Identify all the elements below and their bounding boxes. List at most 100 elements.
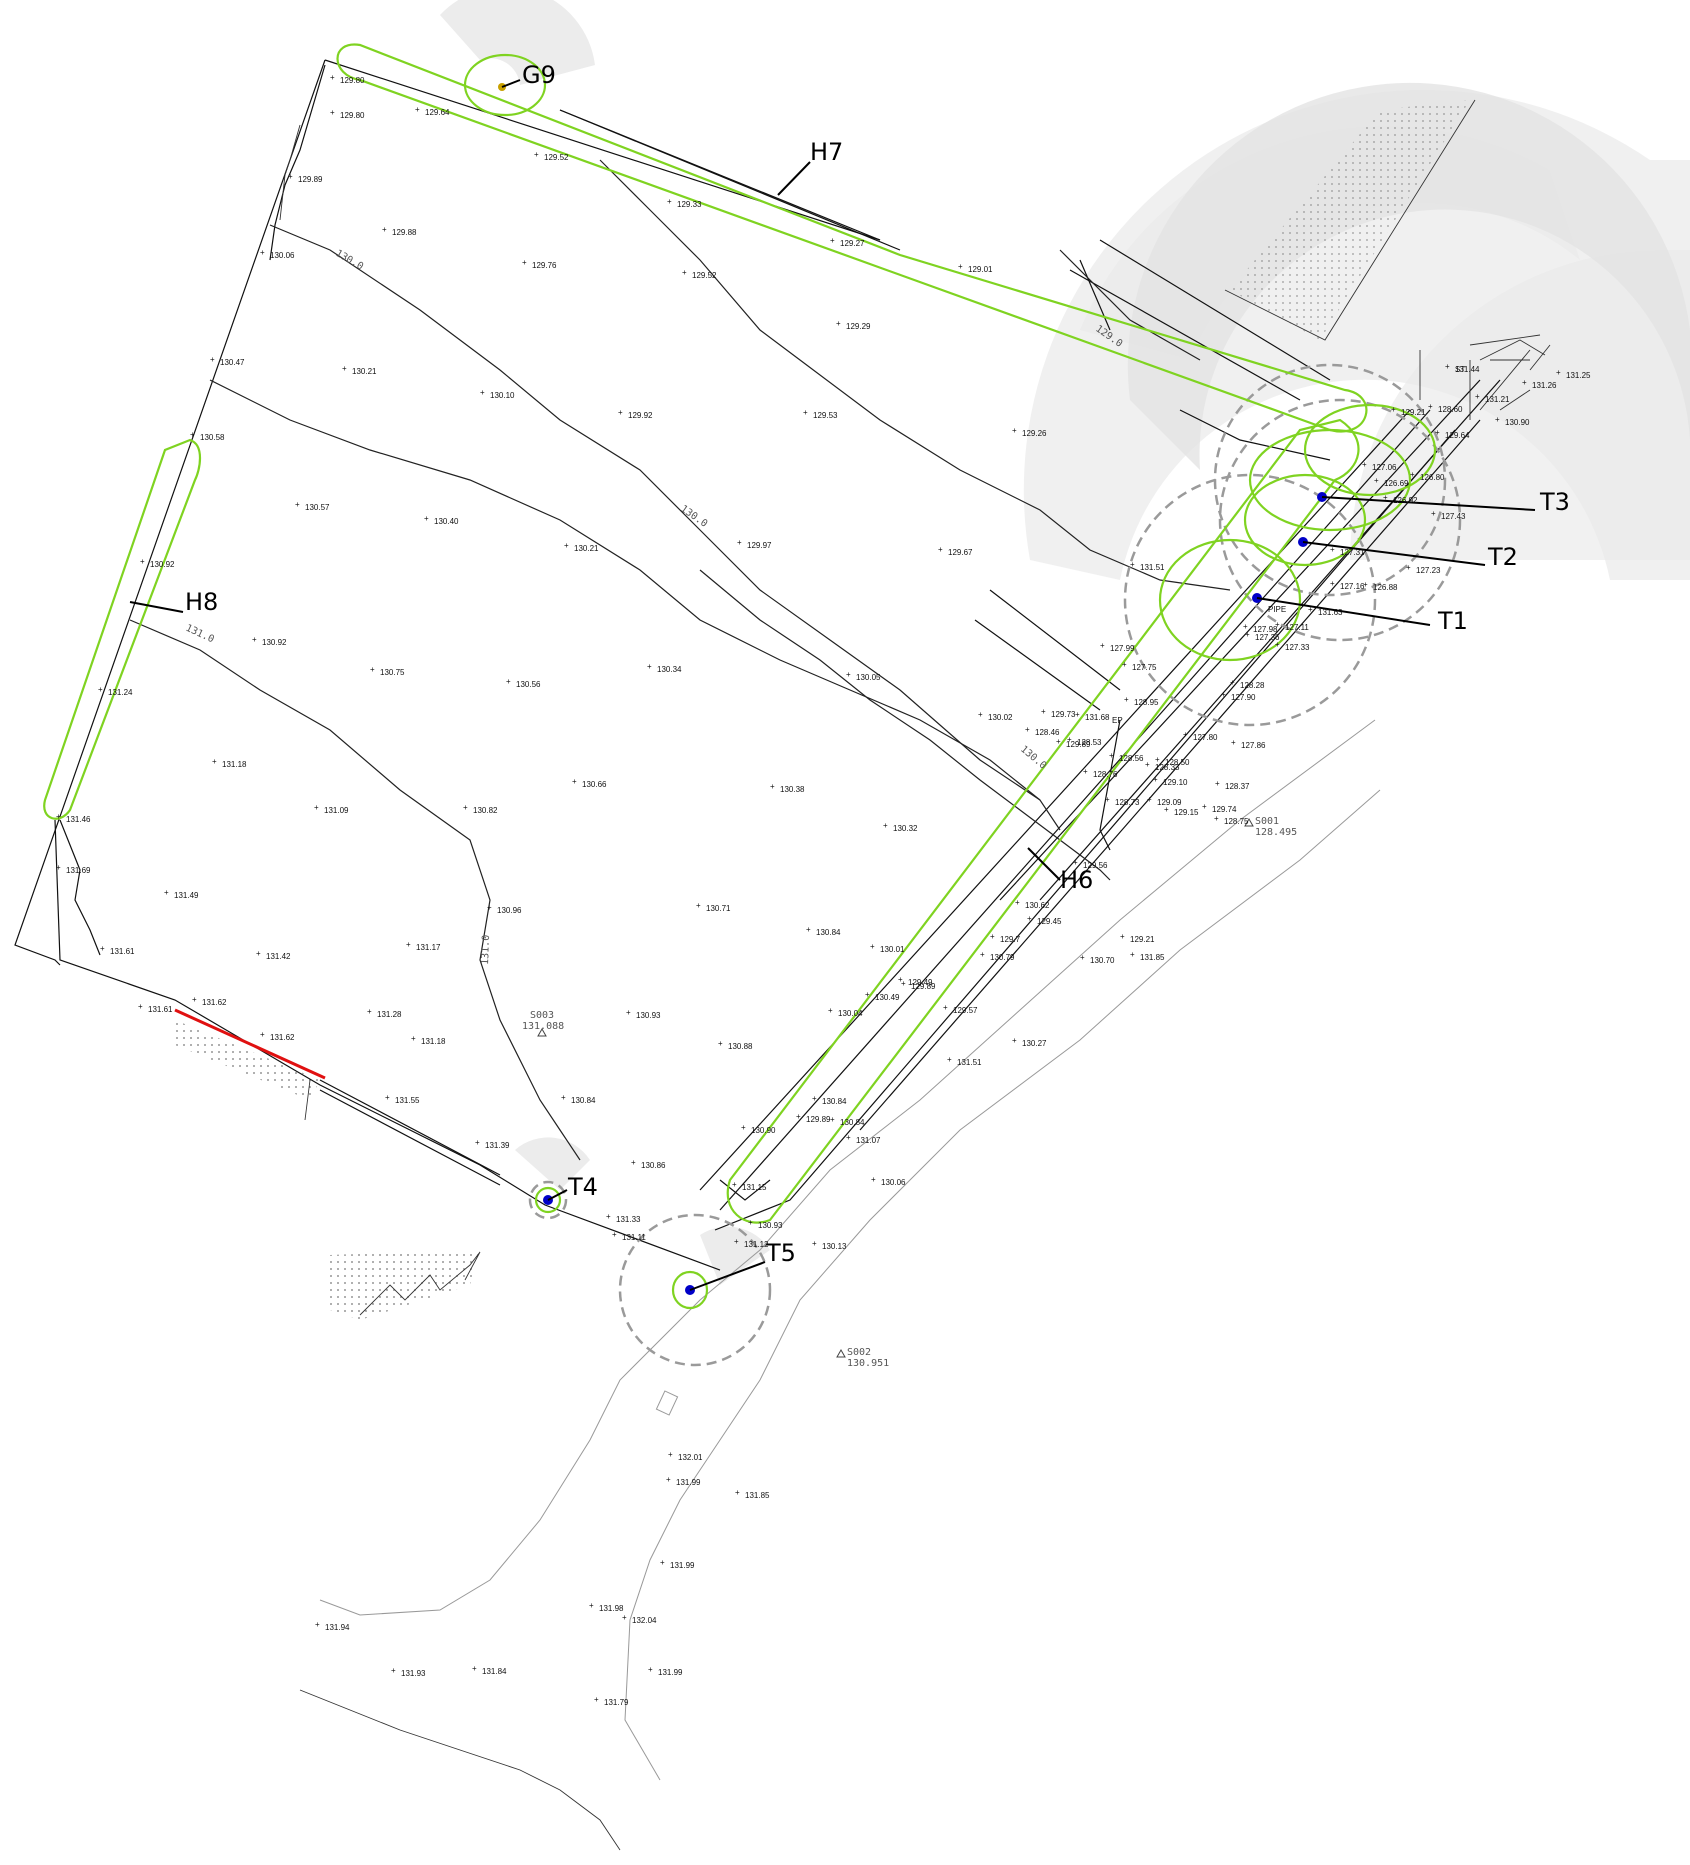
spot-level: 127.43 xyxy=(1441,512,1466,521)
spot-level-marker: + xyxy=(56,812,61,821)
tree-tag-t2: T2 xyxy=(1487,543,1518,571)
spot-level: 130.49 xyxy=(875,993,900,1002)
spot-level-marker: + xyxy=(612,1230,617,1239)
spot-level: 129.80 xyxy=(340,76,365,85)
spot-level-marker: + xyxy=(1475,392,1480,401)
spot-level-marker: + xyxy=(140,557,145,566)
spot-level: 129.89 xyxy=(911,982,936,991)
spot-level-marker: + xyxy=(330,73,335,82)
spot-level-marker: + xyxy=(56,863,61,872)
spot-level-marker: + xyxy=(212,757,217,766)
spot-level-marker: + xyxy=(626,1008,631,1017)
spot-level-marker: + xyxy=(210,355,215,364)
spot-level: 129.73 xyxy=(1051,710,1076,719)
spot-level: 130.66 xyxy=(582,780,607,789)
spot-level: 129.89 xyxy=(298,175,323,184)
spot-level: 128.37 xyxy=(1225,782,1250,791)
spot-level-marker: + xyxy=(682,268,687,277)
spot-level: 126.88 xyxy=(1373,583,1398,592)
spot-level-marker: + xyxy=(938,545,943,554)
spot-level-marker: + xyxy=(472,1664,477,1673)
spot-level-marker: + xyxy=(589,1601,594,1610)
spot-level: 131.15 xyxy=(742,1183,767,1192)
spot-level-marker: + xyxy=(1231,738,1236,747)
spot-level: 127.23 xyxy=(1416,566,1441,575)
spot-level: 130.32 xyxy=(893,824,918,833)
spot-level-marker: + xyxy=(385,1093,390,1102)
spot-level-marker: + xyxy=(252,635,257,644)
spot-level: 129.33 xyxy=(677,200,702,209)
spot-level: 129.88 xyxy=(392,228,417,237)
spot-level-marker: + xyxy=(295,500,300,509)
spot-level: 131.11 xyxy=(622,1233,646,1242)
spot-level-marker: + xyxy=(1100,641,1105,650)
spot-level: 130.86 xyxy=(641,1161,666,1170)
spot-level-marker: + xyxy=(1067,735,1072,744)
spot-level-marker: + xyxy=(631,1158,636,1167)
spot-level: 127.80 xyxy=(1193,733,1218,742)
spot-level-marker: + xyxy=(1410,470,1415,479)
spot-levels: +129.80 + 129.80 + 129.64 + 129.89 + 129.52 + 129.… xyxy=(56,73,1591,1707)
spot-level: 130.01 xyxy=(880,945,905,954)
spot-level-marker: + xyxy=(260,1030,265,1039)
spot-level-marker: + xyxy=(1330,579,1335,588)
survey-stations: S001 128.495 S002 130.951 S003 131.088 xyxy=(522,816,1297,1369)
feature-codes: ST PIPE EP xyxy=(1112,365,1465,725)
spot-level: 127.33 xyxy=(1285,643,1310,652)
spot-level: 130.92 xyxy=(150,560,175,569)
spot-level-marker: + xyxy=(980,950,985,959)
spot-level-marker: + xyxy=(1221,690,1226,699)
spot-level: 130.92 xyxy=(262,638,287,647)
spot-level-marker: + xyxy=(415,105,420,114)
spot-level: 129.21 xyxy=(1401,408,1426,417)
spot-level-marker: + xyxy=(735,1488,740,1497)
feature-code: ST xyxy=(1455,365,1465,374)
spot-level-marker: + xyxy=(1122,660,1127,669)
spot-level-marker: + xyxy=(1406,563,1411,572)
spot-level: 129.45 xyxy=(1037,917,1062,926)
spot-level: 126.80 xyxy=(1420,473,1445,482)
spot-level-marker: + xyxy=(314,803,319,812)
spot-level-marker: + xyxy=(990,932,995,941)
spot-level: 130.58 xyxy=(200,433,225,442)
spot-level-marker: + xyxy=(666,1475,671,1484)
spot-level-marker: + xyxy=(1080,953,1085,962)
spot-level-marker: + xyxy=(1245,630,1250,639)
hatched-areas xyxy=(175,99,1476,1320)
spot-level-marker: + xyxy=(812,1239,817,1248)
spot-level: 130.21 xyxy=(352,367,377,376)
spot-level: 127.99 xyxy=(1110,644,1135,653)
spot-level: 130.84 xyxy=(822,1097,847,1106)
spot-level: 129.64 xyxy=(1445,431,1470,440)
spot-level: 130.04 xyxy=(838,1009,863,1018)
spot-level: 127.90 xyxy=(1231,693,1256,702)
spot-level: 126.69 xyxy=(1384,479,1409,488)
spot-level: 131.94 xyxy=(325,1623,350,1632)
spot-level: 128.95 xyxy=(1134,698,1159,707)
spot-level: 131.49 xyxy=(174,891,199,900)
spot-level: 128.56 xyxy=(1119,754,1144,763)
spot-level-marker: + xyxy=(367,1007,372,1016)
spot-level: 130.93 xyxy=(758,1221,783,1230)
spot-level-marker: + xyxy=(1015,898,1020,907)
spot-level: 128.76 xyxy=(1093,770,1118,779)
spot-level: 131.84 xyxy=(482,1667,507,1676)
spot-level-marker: + xyxy=(943,1003,948,1012)
spot-level: 131.99 xyxy=(676,1478,701,1487)
spot-level-marker: + xyxy=(1383,493,1388,502)
spot-level: 130.90 xyxy=(751,1126,776,1135)
spot-level: 129.92 xyxy=(628,411,653,420)
spot-level-marker: + xyxy=(1155,755,1160,764)
station-level: 131.088 xyxy=(522,1021,564,1032)
spot-level-marker: + xyxy=(342,364,347,373)
spot-level: 127.36 xyxy=(1255,633,1280,642)
spot-level: 131.62 xyxy=(270,1033,295,1042)
spot-level: 128.33 xyxy=(1155,763,1180,772)
spot-level: 131.61 xyxy=(148,1005,173,1014)
spot-level: 130.96 xyxy=(497,906,522,915)
spot-level-marker: + xyxy=(1556,368,1561,377)
spot-level: 131.51 xyxy=(957,1058,982,1067)
tree-tag-t1: T1 xyxy=(1437,607,1468,635)
spot-level-marker: + xyxy=(737,538,742,547)
spot-level: 130.56 xyxy=(516,680,541,689)
